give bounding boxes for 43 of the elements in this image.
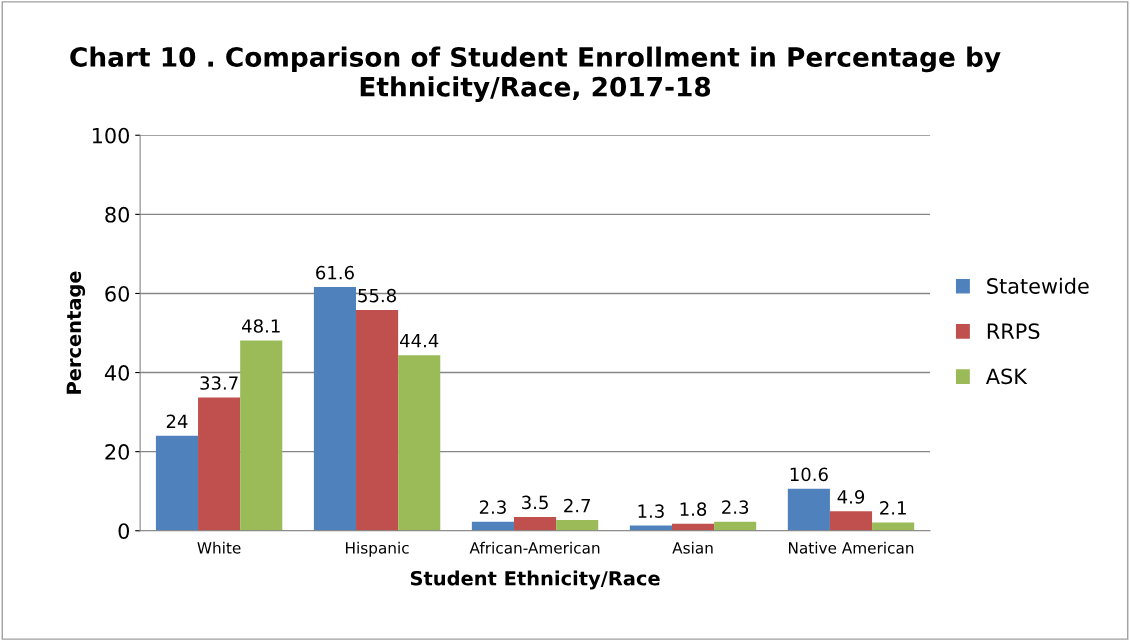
- data-label: 48.1: [242, 319, 280, 333]
- y-tick-label: 60: [105, 285, 130, 302]
- data-label: 55.8: [358, 288, 396, 303]
- y-axis-title: Percentage: [66, 271, 86, 394]
- bar: [198, 397, 241, 531]
- x-tick-label: African-American: [469, 541, 600, 554]
- bar: [313, 287, 357, 531]
- data-label: 2.7: [564, 498, 590, 513]
- bar: [513, 516, 557, 531]
- x-tick-label: Native American: [788, 541, 914, 554]
- x-tick-label: White: [197, 541, 241, 554]
- data-label: 2.3: [479, 500, 506, 514]
- data-label: 2.1: [880, 501, 906, 515]
- y-tick-label: 100: [92, 127, 130, 144]
- x-axis-title: Student Ethnicity/Race: [410, 570, 660, 590]
- data-label: 61.6: [316, 265, 354, 280]
- bar: [872, 522, 915, 531]
- bar: [556, 520, 599, 531]
- data-label: 33.7: [200, 376, 238, 390]
- data-label: 1.3: [638, 504, 664, 518]
- data-label: 10.6: [790, 467, 828, 482]
- bar: [787, 488, 830, 531]
- data-label: 44.4: [399, 334, 439, 348]
- data-label: 4.9: [837, 490, 865, 504]
- bar: [155, 435, 199, 531]
- bar: [240, 340, 283, 531]
- y-tick-label: 0: [118, 523, 130, 539]
- y-tick-label: 20: [105, 444, 130, 460]
- legend-label: RRPS: [987, 323, 1040, 340]
- data-label: 24: [166, 414, 188, 428]
- legend-label: Statewide: [987, 277, 1089, 294]
- data-label: 1.8: [680, 502, 707, 516]
- data-label: 2.3: [722, 500, 749, 514]
- bar: [829, 511, 873, 531]
- data-label: 3.5: [522, 495, 548, 510]
- chart-title: Chart 10 . Comparison of Student Enrollment in Percentage by Ethnicity/Race, 2017-18: [70, 46, 1001, 103]
- y-tick-label: 80: [105, 206, 130, 223]
- bar: [398, 355, 441, 531]
- legend-label: ASK: [985, 368, 1028, 385]
- bar: [356, 310, 399, 531]
- x-tick-label: Asian: [672, 541, 713, 554]
- x-tick-label: Hispanic: [346, 541, 409, 557]
- y-tick-label: 40: [104, 365, 130, 381]
